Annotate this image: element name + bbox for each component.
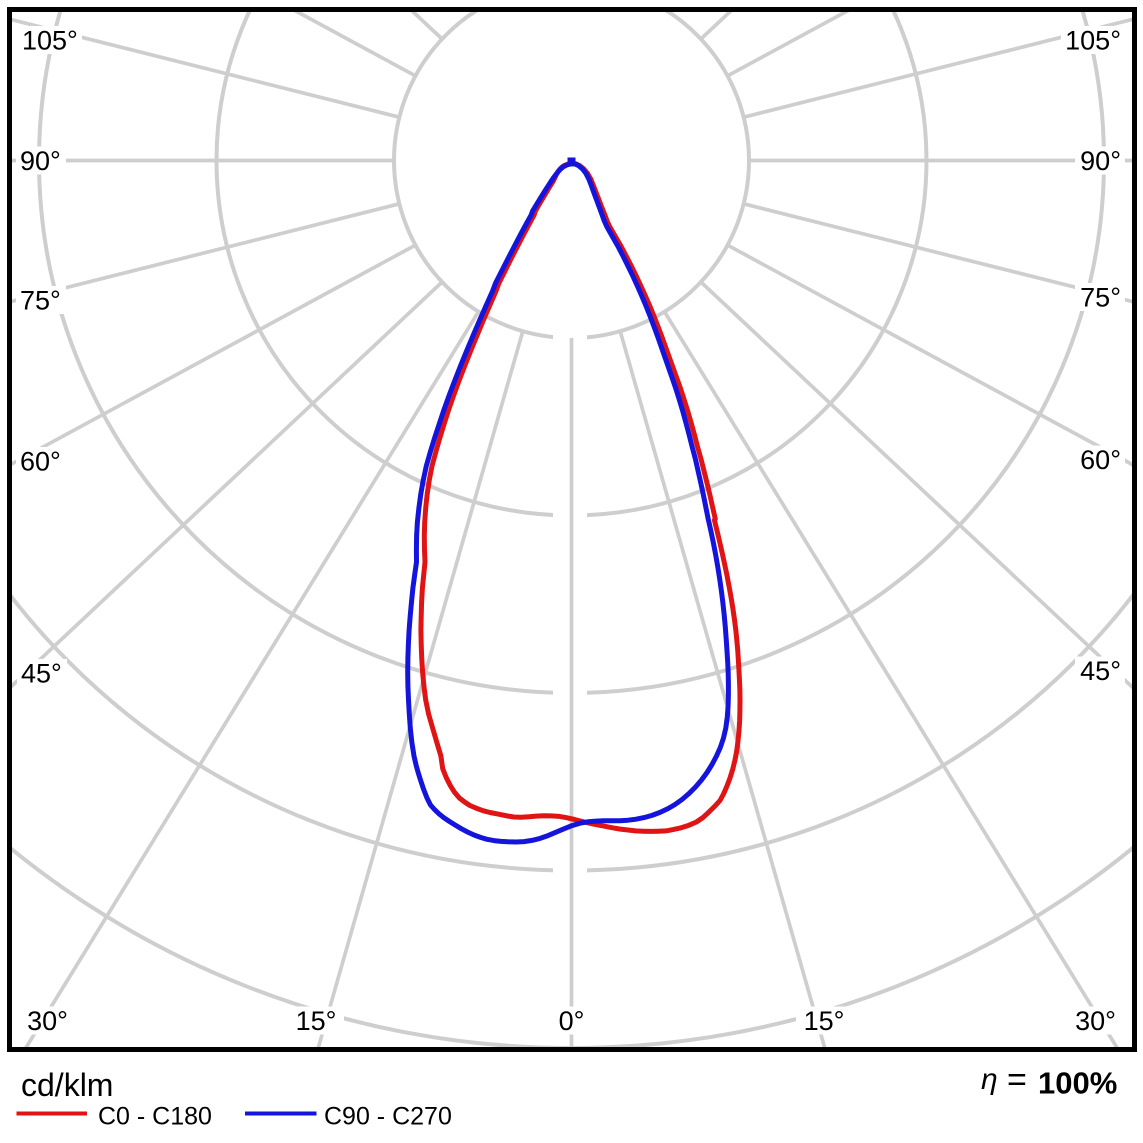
svg-text:60°: 60°: [1080, 445, 1121, 475]
svg-text:105°: 105°: [1065, 26, 1121, 56]
svg-text:30°: 30°: [27, 1006, 68, 1036]
svg-text:90°: 90°: [1080, 146, 1121, 176]
svg-text:100%: 100%: [1038, 1066, 1117, 1101]
svg-text:45°: 45°: [21, 659, 62, 689]
svg-text:=: =: [1007, 1061, 1027, 1099]
svg-text:C0 - C180: C0 - C180: [98, 1103, 212, 1131]
svg-text:90°: 90°: [20, 146, 61, 176]
svg-text:105°: 105°: [22, 26, 78, 56]
svg-text:60°: 60°: [20, 447, 61, 477]
svg-text:C90 - C270: C90 - C270: [324, 1103, 452, 1131]
svg-text:0°: 0°: [559, 1006, 585, 1036]
svg-text:η: η: [981, 1063, 998, 1096]
svg-text:75°: 75°: [1080, 283, 1121, 313]
svg-text:45°: 45°: [1080, 656, 1121, 686]
svg-text:30°: 30°: [1075, 1006, 1116, 1036]
svg-text:75°: 75°: [20, 286, 61, 316]
svg-text:15°: 15°: [804, 1006, 845, 1036]
svg-text:cd/klm: cd/klm: [21, 1067, 113, 1103]
svg-text:15°: 15°: [296, 1006, 337, 1036]
